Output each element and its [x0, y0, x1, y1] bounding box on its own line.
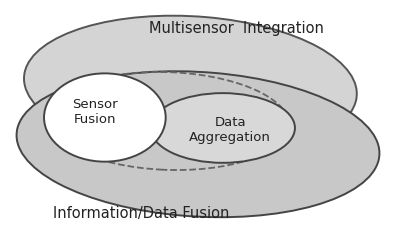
Text: Sensor
Fusion: Sensor Fusion — [72, 98, 118, 126]
Text: Data
Aggregation: Data Aggregation — [189, 116, 271, 144]
Ellipse shape — [150, 93, 295, 163]
Text: Information/Data Fusion: Information/Data Fusion — [53, 206, 229, 221]
Ellipse shape — [24, 16, 357, 157]
Ellipse shape — [44, 73, 166, 162]
Text: Multisensor  Integration: Multisensor Integration — [148, 21, 324, 36]
Ellipse shape — [17, 71, 379, 217]
